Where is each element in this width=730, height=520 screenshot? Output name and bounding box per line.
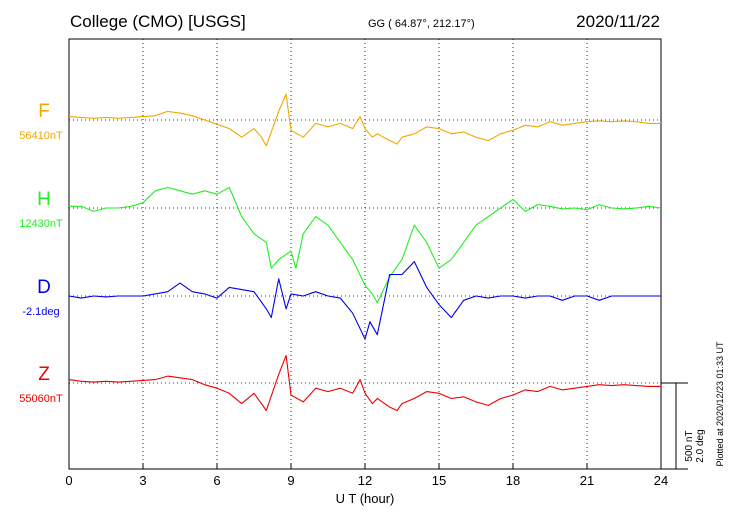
- baseline-value-h: 12430nT: [19, 218, 63, 230]
- station-coordinates: GG ( 64.87°, 212.17°): [368, 18, 475, 30]
- x-tick-label: 21: [580, 473, 594, 488]
- chart-date: 2020/11/22: [576, 12, 660, 31]
- baseline-value-f: 56410nT: [19, 130, 63, 142]
- x-tick-label: 0: [65, 473, 72, 488]
- station-title: College (CMO) [USGS]: [70, 12, 246, 31]
- grid-lines: [69, 39, 661, 469]
- component-name-z: Z: [38, 364, 50, 385]
- x-tick-label: 9: [287, 473, 294, 488]
- x-tick-label: 6: [213, 473, 220, 488]
- trace-d: [68, 261, 661, 340]
- trace-z: [68, 354, 661, 412]
- x-axis-ticks: 0 3 6 9 12 15 18 21 24: [65, 463, 668, 488]
- component-name-d: D: [37, 277, 51, 298]
- x-tick-label: 3: [139, 473, 146, 488]
- scale-bar: 500 nT 2.0 deg: [661, 382, 706, 470]
- x-axis-label: U T (hour): [336, 491, 395, 506]
- trace-f: [68, 93, 661, 147]
- component-name-h: H: [37, 189, 51, 210]
- x-tick-label: 24: [654, 473, 668, 488]
- x-tick-label: 18: [506, 473, 520, 488]
- baseline-value-d: -2.1deg: [22, 306, 59, 318]
- traces: [68, 93, 662, 412]
- scale-deg-label: 2.0 deg: [695, 429, 706, 462]
- scale-nt-label: 500 nT: [684, 430, 695, 461]
- x-tick-label: 12: [358, 473, 372, 488]
- component-name-f: F: [38, 101, 50, 122]
- trace-h: [69, 186, 662, 304]
- component-labels: F 56410nT H 12430nT D -2.1deg Z 55060nT: [19, 101, 63, 405]
- plotted-timestamp: Plotted at 2020/12/23 01:33 UT: [715, 341, 725, 467]
- x-tick-label: 15: [432, 473, 446, 488]
- baseline-value-z: 55060nT: [19, 393, 63, 405]
